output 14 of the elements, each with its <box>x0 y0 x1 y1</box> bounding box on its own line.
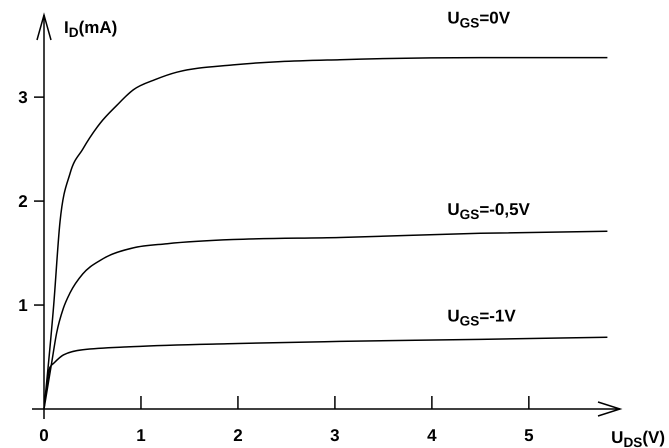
y-tick-label: 1 <box>18 296 28 316</box>
x-tick-label: 2 <box>233 426 243 445</box>
x-tick-label: 5 <box>524 426 534 445</box>
y-tick-label: 3 <box>18 88 28 108</box>
series-label: U$_{GS}$=-1V <box>447 306 516 328</box>
x-tick-label: 3 <box>330 426 340 445</box>
y-tick-label: 2 <box>18 192 28 212</box>
x-axis-title: U$_{DS}$(V) <box>611 428 665 448</box>
series-label: U$_{GS}$=-0,5V <box>447 200 531 222</box>
y-axis-title: I$_{D}$(mA) <box>64 18 118 40</box>
x-tick-label: 4 <box>427 426 438 445</box>
series-label: U$_{GS}$=0V <box>447 8 511 31</box>
x-tick-label: 1 <box>136 426 146 445</box>
x-tick-label: 0 <box>39 426 49 445</box>
